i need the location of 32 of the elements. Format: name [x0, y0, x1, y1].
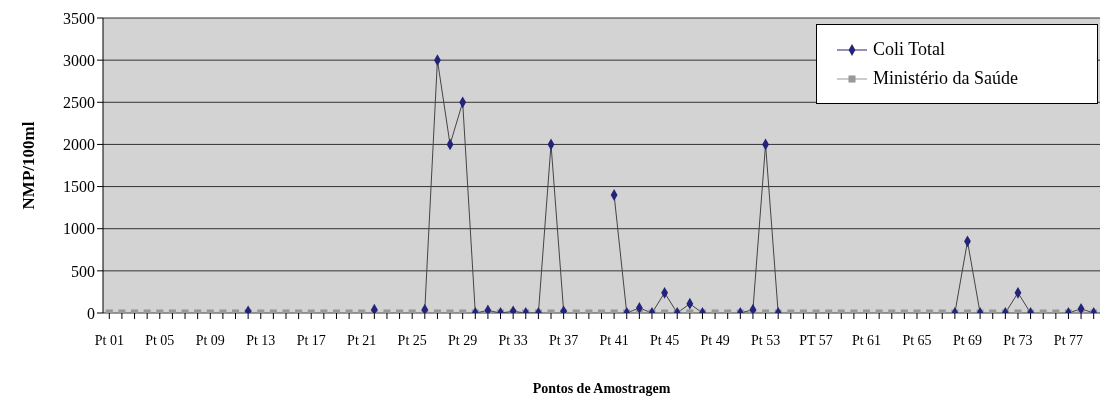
x-tick-label: Pt 65	[902, 332, 932, 348]
legend-label: Ministério da Saúde	[873, 68, 1018, 89]
y-tick-label: 3000	[63, 51, 95, 69]
x-tick-label: Pt 73	[1003, 332, 1033, 348]
x-tick-label: Pt 77	[1053, 332, 1084, 348]
x-axis-title: Pontos de Amostragem	[532, 381, 671, 396]
x-tick-label: Pt 45	[650, 332, 680, 348]
x-tick-label: Pt 09	[195, 332, 225, 348]
x-tick-label: Pt 13	[246, 332, 276, 348]
legend-label: Coli Total	[873, 39, 945, 60]
x-tick-label: Pt 53	[750, 332, 781, 348]
x-tick-label: Pt 49	[700, 332, 730, 348]
x-tick-label: Pt 01	[94, 332, 124, 348]
x-tick-label: Pt 05	[145, 332, 175, 348]
y-tick-label: 0	[87, 304, 95, 322]
x-tick-label: Pt 21	[347, 332, 377, 348]
y-tick-label: 1500	[63, 178, 95, 196]
x-tick-label: Pt 17	[296, 332, 326, 348]
x-tick-label: PT 57	[799, 332, 833, 348]
x-tick-label: Pt 33	[498, 332, 528, 348]
x-tick-label: Pt 69	[952, 332, 983, 348]
y-tick-label: 3500	[63, 9, 95, 27]
y-tick-label: 500	[71, 262, 95, 280]
y-tick-label: 2000	[63, 136, 95, 154]
y-tick-label: 1000	[63, 220, 95, 238]
x-tick-label: Pt 25	[397, 332, 427, 348]
x-tick-label: Pt 29	[448, 332, 478, 348]
x-tick-label: Pt 37	[549, 332, 579, 348]
x-tick-label: Pt 61	[851, 332, 882, 348]
y-axis-title: NMP/100ml	[19, 121, 39, 210]
y-tick-label: 2500	[63, 93, 95, 111]
x-tick-label: Pt 41	[599, 332, 629, 348]
